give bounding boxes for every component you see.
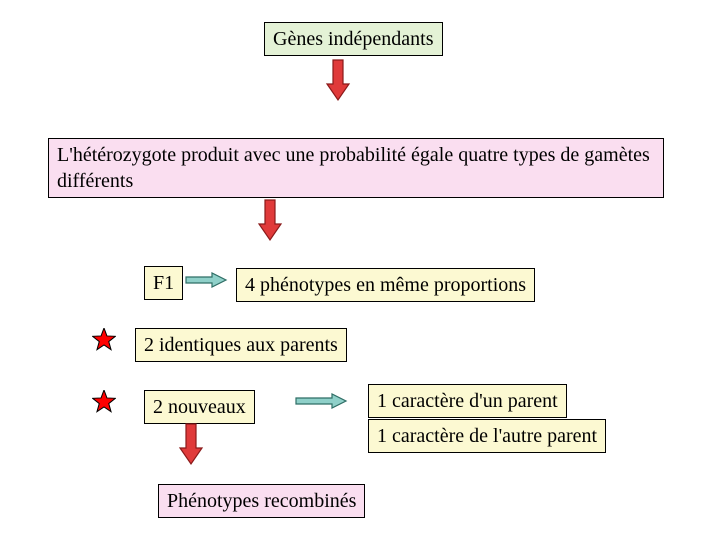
box-recombined: Phénotypes recombinés (158, 484, 365, 518)
arrow-down-icon (179, 424, 203, 464)
box-one-parent-char: 1 caractère d'un parent (368, 384, 567, 418)
box-two-same: 2 identiques aux parents (135, 328, 347, 362)
star-icon (92, 328, 116, 352)
arrow-down-icon (258, 200, 282, 240)
box-four-phenotypes: 4 phénotypes en même proportions (236, 268, 535, 302)
box-heterozygote: L'hétérozygote produit avec une probabil… (48, 138, 664, 198)
box-other-parent-char: 1 caractère de l'autre parent (368, 419, 606, 453)
box-f1: F1 (144, 266, 183, 300)
box-two-new: 2 nouveaux (144, 390, 255, 424)
arrow-down-icon (326, 60, 350, 100)
arrow-right-icon (296, 393, 346, 409)
arrow-right-icon (186, 272, 226, 288)
box-title: Gènes indépendants (264, 22, 443, 56)
star-icon (92, 390, 116, 414)
